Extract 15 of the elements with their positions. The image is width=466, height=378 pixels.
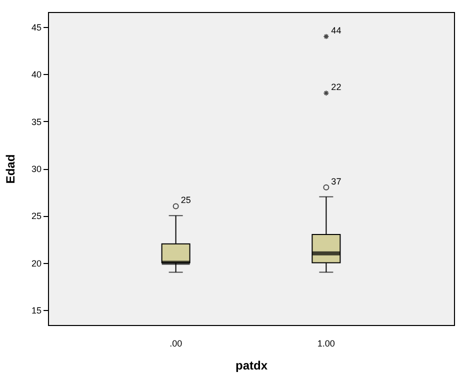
y-tick-label: 40	[31, 70, 42, 80]
y-tick-label: 25	[31, 211, 42, 222]
annotation: 25	[180, 195, 191, 206]
y-tick-label: 35	[31, 116, 42, 127]
x-tick-label: .00	[170, 338, 182, 348]
y-tick-label: 30	[31, 164, 42, 174]
annotation: 44	[331, 26, 342, 36]
y-tick-label: 20	[31, 258, 42, 268]
x-tick-label: 1.00	[317, 338, 335, 348]
y-tick-label: 15	[31, 305, 42, 316]
annotation: 22	[331, 82, 342, 92]
x-axis-title: patdx	[235, 358, 268, 372]
y-axis-title: Edad	[3, 154, 18, 184]
annotation: 37	[331, 176, 342, 186]
y-tick-label: 45	[31, 22, 42, 33]
